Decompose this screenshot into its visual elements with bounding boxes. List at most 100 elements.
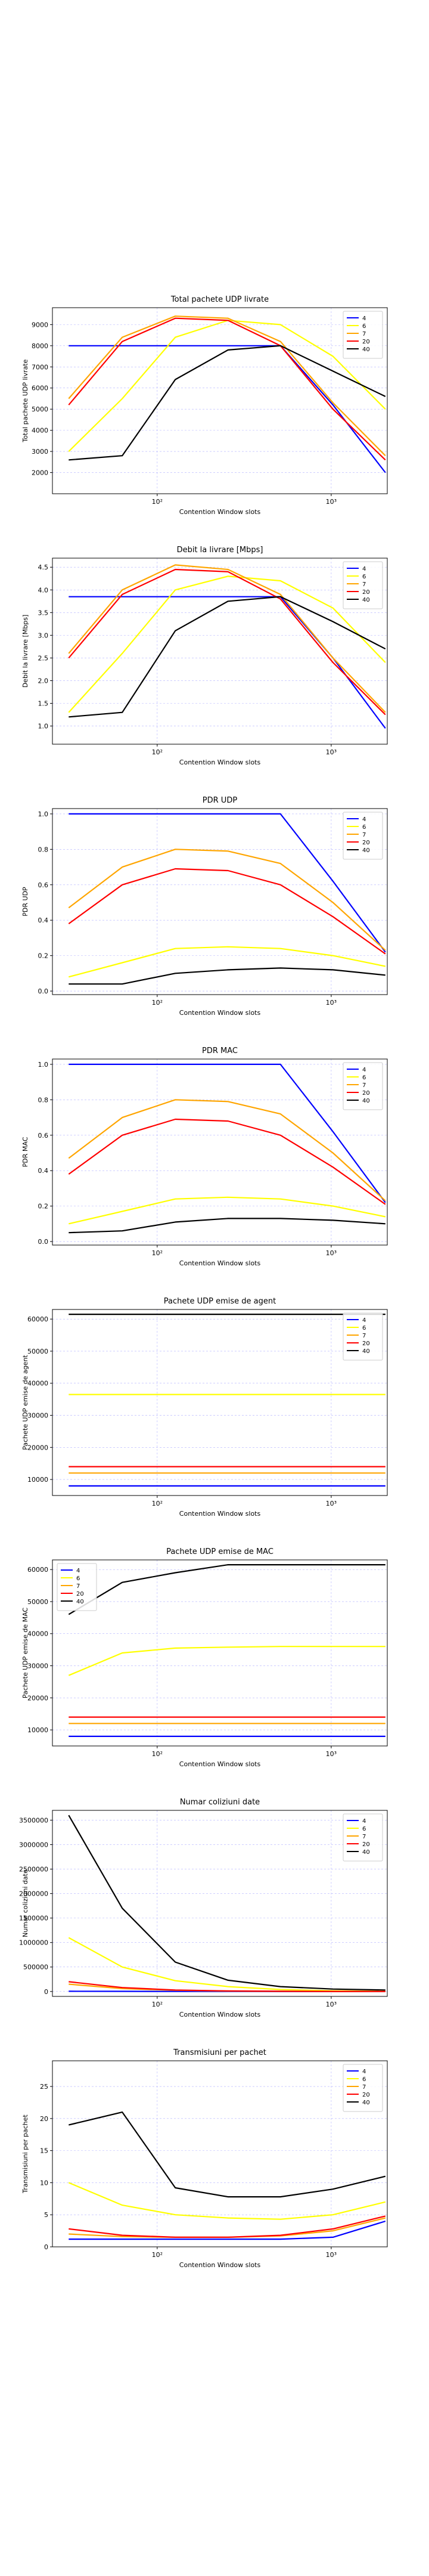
- series-line-7: [68, 315, 386, 456]
- y-tick-label: 40000: [27, 1630, 48, 1638]
- legend-entry-6: 6: [362, 1826, 366, 1832]
- y-tick-label: 3.0: [38, 631, 49, 639]
- legend-entry-40: 40: [76, 1599, 84, 1605]
- x-axis-label: Contention Window slots: [179, 758, 261, 766]
- y-axis-label: Total pachete UDP livrate: [21, 359, 29, 442]
- y-tick-label: 10000: [27, 1476, 48, 1484]
- y-tick-label: 8000: [32, 342, 48, 350]
- x-tick-label: 10²: [152, 2251, 163, 2259]
- y-tick-label: 20000: [27, 1694, 48, 1702]
- series-line-7: [68, 564, 386, 713]
- y-tick-label: 6000: [32, 385, 48, 392]
- legend-box: [57, 1563, 97, 1611]
- y-tick-label: 0.8: [38, 1096, 49, 1104]
- plot-frame: [52, 1058, 388, 1246]
- y-tick-label: 60000: [27, 1566, 48, 1574]
- legend-entry-4: 4: [362, 315, 366, 322]
- series-line-4: [69, 1063, 386, 1203]
- legend-entry-4: 4: [362, 566, 366, 572]
- legend-entry-40: 40: [362, 346, 370, 353]
- chart-8: Transmisiuni per pachet 0 5 10 15 20 25 10² 10³ C…: [21, 2048, 388, 2269]
- y-tick-label: 0.6: [38, 881, 49, 889]
- y-tick-label: 0.4: [38, 917, 49, 924]
- legend-entry-7: 7: [362, 581, 366, 588]
- y-tick-label: 1000000: [19, 1939, 48, 1947]
- y-axis-label: PDR UDP: [21, 887, 29, 917]
- plot-frame: [52, 1810, 388, 1997]
- y-tick-label: 20000: [27, 1444, 48, 1451]
- legend-entry-7: 7: [76, 1583, 80, 1590]
- legend-entry-20: 20: [362, 2092, 370, 2098]
- x-tick-label: 10²: [152, 999, 163, 1007]
- x-tick-label: 10³: [326, 1500, 337, 1507]
- legend-entry-4: 4: [362, 1067, 366, 1073]
- legend-entry-7: 7: [362, 1082, 366, 1089]
- x-axis-label: Contention Window slots: [179, 1259, 261, 1267]
- series-line-40: [69, 2111, 386, 2198]
- series-line-4: [69, 345, 386, 473]
- y-tick-label: 0.8: [38, 846, 49, 853]
- legend-entry-4: 4: [362, 1317, 366, 1324]
- y-axis-label: Pachete UDP emise de agent: [21, 1355, 29, 1450]
- series-line-40: [69, 967, 386, 985]
- chart-title: Numar coliziuni date: [180, 1798, 260, 1807]
- chart-title: PDR UDP: [203, 796, 238, 805]
- legend-entry-4: 4: [362, 1818, 366, 1825]
- x-tick-label: 10³: [326, 748, 337, 756]
- y-tick-label: 7000: [32, 363, 48, 371]
- legend-entry-40: 40: [362, 1098, 370, 1104]
- legend-entry-6: 6: [76, 1575, 80, 1582]
- x-tick-label: 10³: [326, 999, 337, 1007]
- y-axis-label: Debit la livrare [Mbps]: [21, 615, 29, 688]
- series-line-6: [68, 2182, 386, 2220]
- series-line-6: [68, 575, 386, 713]
- plot-frame: [52, 1309, 388, 1496]
- chart-6: Pachete UDP emise de MAC 10000 20000 30000 4…: [21, 1547, 388, 1768]
- y-tick-label: 0.0: [38, 987, 49, 995]
- y-tick-label: 2.0: [38, 677, 49, 685]
- y-tick-label: 0: [44, 2243, 48, 2251]
- legend-entry-20: 20: [362, 840, 370, 846]
- y-tick-label: 0: [44, 1988, 48, 1996]
- chart-1: Total pachete UDP livrate 2000 3000 4000 500…: [21, 295, 388, 516]
- legend-entry-40: 40: [362, 1849, 370, 1856]
- chart-title: PDR MAC: [202, 1046, 238, 1055]
- x-axis-label: Contention Window slots: [179, 1009, 261, 1017]
- legend-entry-4: 4: [76, 1568, 80, 1574]
- x-tick-label: 10²: [152, 748, 163, 756]
- y-tick-label: 1.5: [38, 700, 49, 708]
- x-tick-label: 10³: [326, 1249, 337, 1257]
- legend-entry-4: 4: [362, 2069, 366, 2075]
- y-tick-label: 0.2: [38, 1203, 49, 1210]
- chart-title: Debit la livrare [Mbps]: [177, 546, 263, 555]
- y-axis-label: PDR MAC: [21, 1137, 29, 1167]
- series-line-40: [69, 1218, 386, 1234]
- y-tick-label: 30000: [27, 1412, 48, 1420]
- chart-title: Pachete UDP emise de agent: [164, 1297, 276, 1306]
- series-line-40: [68, 1815, 386, 1991]
- legend-box: [343, 2064, 383, 2112]
- x-axis-label: Contention Window slots: [179, 1510, 261, 1518]
- y-tick-label: 4.0: [38, 586, 49, 594]
- plot-frame: [52, 558, 388, 745]
- legend-entry-7: 7: [362, 832, 366, 838]
- chart-5: Pachete UDP emise de agent 10000 20000 3000…: [21, 1297, 388, 1518]
- x-tick-label: 10²: [152, 498, 163, 506]
- x-tick-label: 10²: [152, 1249, 163, 1257]
- plot-frame: [52, 307, 388, 494]
- y-tick-label: 5000: [32, 405, 48, 413]
- y-tick-label: 50000: [27, 1348, 48, 1355]
- series-line-7: [68, 849, 386, 951]
- chart-title: Total pachete UDP livrate: [170, 295, 269, 304]
- legend-box: [343, 1813, 383, 1862]
- y-tick-label: 0.2: [38, 952, 49, 960]
- series-line-20: [68, 317, 386, 461]
- series-line-6: [68, 1646, 386, 1676]
- y-tick-label: 1.0: [38, 810, 49, 818]
- legend-entry-20: 20: [362, 1340, 370, 1347]
- y-tick-label: 2.5: [38, 654, 49, 662]
